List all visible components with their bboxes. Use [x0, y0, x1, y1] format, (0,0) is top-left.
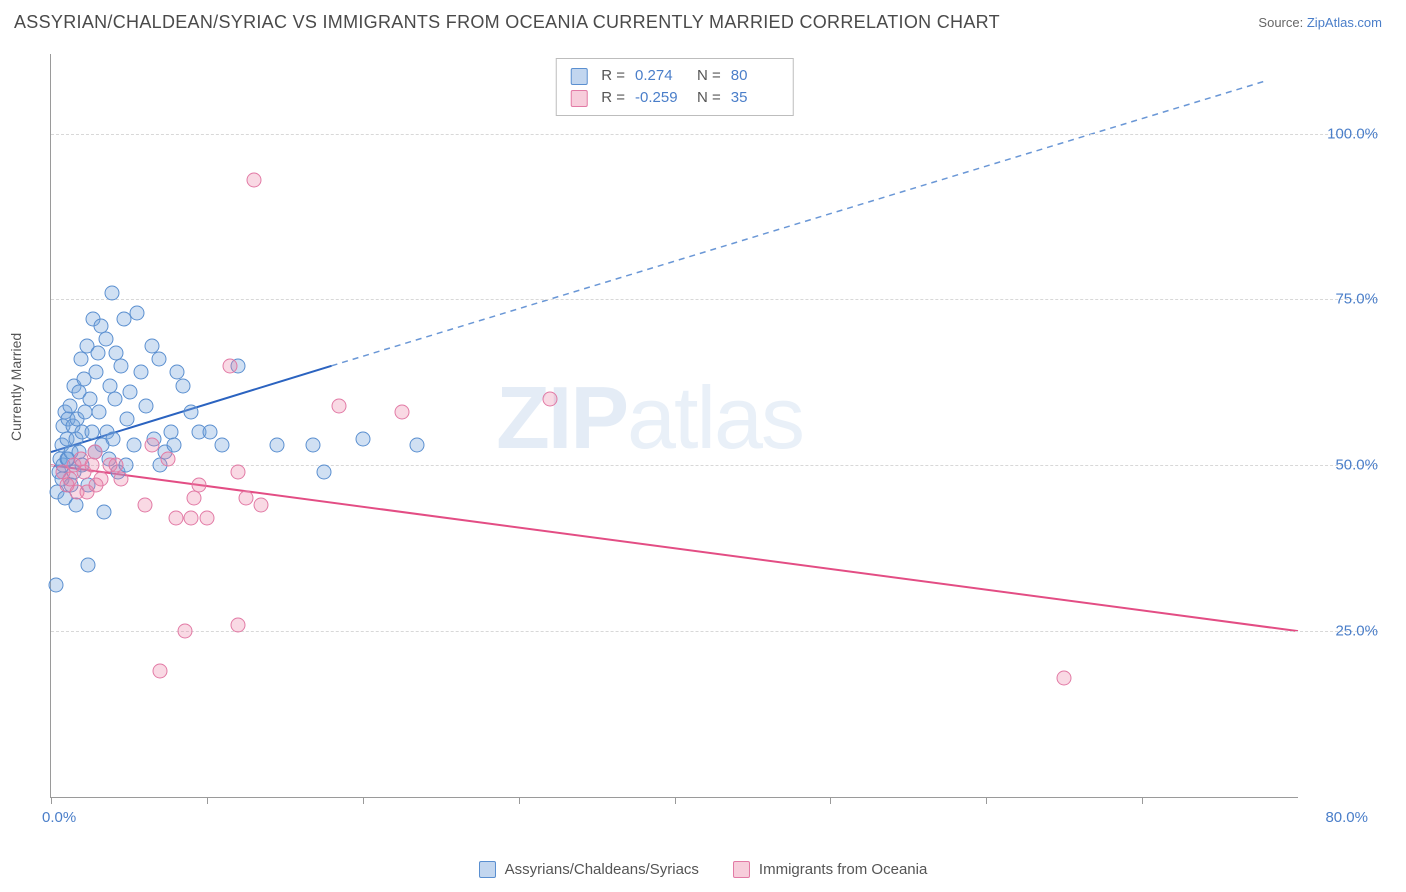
data-point	[104, 285, 119, 300]
data-point	[178, 624, 193, 639]
data-point	[270, 438, 285, 453]
data-point	[120, 411, 135, 426]
data-point	[48, 577, 63, 592]
x-axis-max-label: 80.0%	[1325, 809, 1368, 826]
y-tick-label: 25.0%	[1306, 623, 1378, 640]
n-value-pink: 35	[731, 87, 779, 109]
gridline	[51, 465, 1378, 466]
y-tick-label: 100.0%	[1306, 125, 1378, 142]
data-point	[316, 464, 331, 479]
chart-container: Currently Married ZIPatlas R = 0.274 N =…	[14, 48, 1382, 834]
data-point	[223, 358, 238, 373]
x-tick	[830, 797, 831, 804]
data-point	[90, 345, 105, 360]
data-point	[332, 398, 347, 413]
data-point	[192, 478, 207, 493]
x-tick	[363, 797, 364, 804]
data-point	[355, 431, 370, 446]
data-point	[114, 471, 129, 486]
x-tick	[51, 797, 52, 804]
data-point	[98, 332, 113, 347]
data-point	[89, 478, 104, 493]
data-point	[134, 365, 149, 380]
data-point	[246, 173, 261, 188]
x-tick	[1142, 797, 1143, 804]
source-link[interactable]: ZipAtlas.com	[1307, 15, 1382, 30]
x-axis-min-label: 0.0%	[42, 809, 76, 826]
data-point	[87, 445, 102, 460]
data-point	[187, 491, 202, 506]
data-point	[202, 425, 217, 440]
data-point	[176, 378, 191, 393]
data-point	[96, 504, 111, 519]
plot-area: ZIPatlas R = 0.274 N = 80 R = -0.259 N =…	[50, 54, 1298, 798]
data-point	[145, 438, 160, 453]
data-point	[231, 464, 246, 479]
x-tick	[207, 797, 208, 804]
data-point	[168, 511, 183, 526]
n-value-blue: 80	[731, 65, 779, 87]
data-point	[73, 352, 88, 367]
data-point	[92, 405, 107, 420]
data-point	[151, 352, 166, 367]
data-point	[84, 458, 99, 473]
data-point	[160, 451, 175, 466]
swatch-blue-icon	[479, 861, 496, 878]
data-point	[114, 358, 129, 373]
series-legend: Assyrians/Chaldeans/Syriacs Immigrants f…	[0, 861, 1406, 878]
x-tick	[519, 797, 520, 804]
r-value-pink: -0.259	[635, 87, 683, 109]
data-point	[184, 405, 199, 420]
data-point	[231, 617, 246, 632]
data-point	[82, 391, 97, 406]
gridline	[51, 134, 1378, 135]
data-point	[89, 365, 104, 380]
swatch-pink-icon	[733, 861, 750, 878]
data-point	[153, 663, 168, 678]
data-point	[126, 438, 141, 453]
data-point	[410, 438, 425, 453]
stats-row-pink: R = -0.259 N = 35	[570, 87, 779, 109]
data-point	[394, 405, 409, 420]
data-point	[137, 498, 152, 513]
stats-legend-box: R = 0.274 N = 80 R = -0.259 N = 35	[555, 58, 794, 116]
swatch-pink-icon	[570, 90, 587, 107]
gridline	[51, 631, 1378, 632]
data-point	[542, 391, 557, 406]
data-point	[238, 491, 253, 506]
y-tick-label: 75.0%	[1306, 291, 1378, 308]
gridline	[51, 299, 1378, 300]
chart-title: ASSYRIAN/CHALDEAN/SYRIAC VS IMMIGRANTS F…	[14, 12, 1000, 33]
legend-item-pink: Immigrants from Oceania	[733, 861, 927, 878]
data-point	[139, 398, 154, 413]
data-point	[78, 405, 93, 420]
x-tick	[675, 797, 676, 804]
data-point	[254, 498, 269, 513]
trend-lines	[51, 54, 1298, 797]
data-point	[129, 305, 144, 320]
data-point	[81, 557, 96, 572]
y-tick-label: 50.0%	[1306, 457, 1378, 474]
data-point	[305, 438, 320, 453]
data-point	[84, 425, 99, 440]
data-point	[215, 438, 230, 453]
data-point	[109, 458, 124, 473]
r-value-blue: 0.274	[635, 65, 683, 87]
stats-row-blue: R = 0.274 N = 80	[570, 65, 779, 87]
swatch-blue-icon	[570, 68, 587, 85]
x-tick	[986, 797, 987, 804]
data-point	[123, 385, 138, 400]
legend-item-blue: Assyrians/Chaldeans/Syriacs	[479, 861, 699, 878]
data-point	[68, 498, 83, 513]
data-point	[199, 511, 214, 526]
data-point	[184, 511, 199, 526]
data-point	[107, 391, 122, 406]
data-point	[1057, 670, 1072, 685]
y-axis-title: Currently Married	[8, 333, 24, 441]
source-attribution: Source: ZipAtlas.com	[1258, 15, 1382, 30]
